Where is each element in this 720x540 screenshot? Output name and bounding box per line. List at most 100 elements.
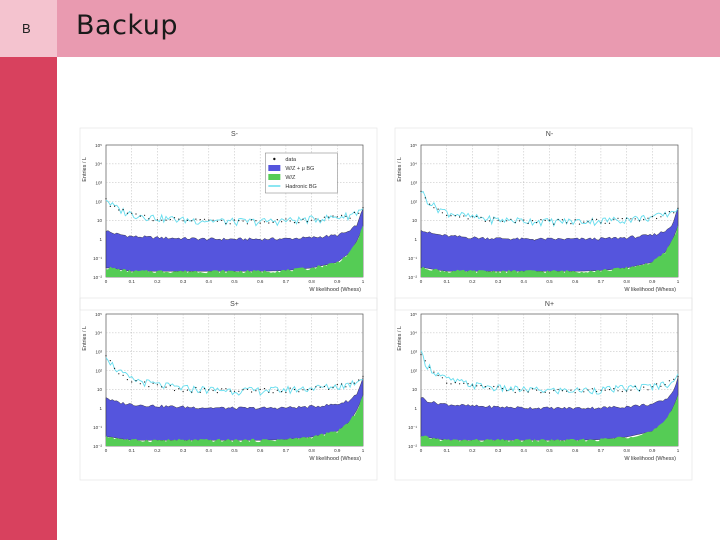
data-point <box>518 389 521 391</box>
data-point <box>302 389 304 391</box>
data-point <box>561 390 564 392</box>
x-tick-label: 0.2 <box>154 279 161 284</box>
y-tick-label: 10⁻² <box>93 275 102 280</box>
x-tick-label: 0.3 <box>180 279 187 284</box>
data-point <box>276 389 278 391</box>
data-point <box>225 223 227 225</box>
data-point <box>454 382 456 384</box>
y-tick-label: 10³ <box>95 350 102 355</box>
x-tick-label: 0.9 <box>334 279 341 284</box>
data-point <box>156 384 158 386</box>
data-point <box>332 386 334 388</box>
data-point <box>540 219 542 221</box>
y-tick-label: 10⁵ <box>95 312 102 317</box>
data-point <box>617 390 619 392</box>
data-point <box>156 219 158 221</box>
x-tick-label: 0.1 <box>444 448 451 453</box>
data-point <box>480 384 482 387</box>
x-axis-label: W likelihood (Whess) <box>309 287 361 293</box>
data-point <box>484 386 486 388</box>
data-point <box>191 220 193 222</box>
data-point <box>493 217 495 219</box>
data-point <box>221 219 223 221</box>
data-point <box>420 190 422 192</box>
slide-marker: B <box>22 21 31 36</box>
data-point <box>596 390 598 393</box>
data-point <box>673 212 675 214</box>
data-point <box>332 215 334 217</box>
series-wz-area <box>421 395 678 446</box>
data-point <box>600 222 602 224</box>
data-point <box>570 223 572 225</box>
legend-marker <box>268 165 281 171</box>
y-tick-label: 10⁻¹ <box>93 256 102 261</box>
data-point <box>583 391 585 393</box>
data-point <box>122 209 124 211</box>
x-tick-label: 0.3 <box>495 448 502 453</box>
y-axis-label: Entries / L <box>82 157 88 182</box>
chart-title: S+ <box>230 301 239 308</box>
data-point <box>557 219 559 221</box>
data-point <box>251 219 253 221</box>
data-point <box>358 379 360 381</box>
chart-panel-4: N+ 10⁻² 10⁻¹ 1 10 10² 10³ 10⁴ 10⁵ 0 0.1 0.2 0.3 0.4 0.… <box>394 297 693 481</box>
x-tick-label: 0.9 <box>649 448 656 453</box>
data-point <box>315 218 317 220</box>
data-point <box>144 214 146 216</box>
series-hadronic-bg-line <box>105 199 364 227</box>
legend-label: W/Z + μ BG <box>285 166 314 172</box>
series-hadronic-bg-line <box>105 357 364 396</box>
x-tick-label: 0 <box>105 279 108 284</box>
data-point <box>306 221 308 223</box>
data-point <box>553 389 555 392</box>
x-tick-label: 0.1 <box>444 279 451 284</box>
x-tick-label: 0 <box>420 448 423 453</box>
x-tick-label: 0.6 <box>572 448 579 453</box>
y-tick-label: 10⁻¹ <box>408 256 417 261</box>
data-point <box>660 216 662 218</box>
data-point <box>349 382 351 384</box>
data-point <box>336 216 338 218</box>
data-point <box>263 388 266 390</box>
x-tick-label: 0.7 <box>598 448 605 453</box>
data-point <box>531 388 534 390</box>
x-tick-label: 0.9 <box>334 448 341 453</box>
data-point <box>488 388 491 390</box>
data-point <box>212 389 214 392</box>
data-point <box>514 391 516 394</box>
data-point <box>437 208 439 210</box>
data-point <box>424 197 426 199</box>
data-point <box>566 222 568 224</box>
data-point <box>323 385 325 388</box>
data-point <box>437 374 439 377</box>
y-tick-label: 10⁵ <box>410 312 417 317</box>
data-point <box>302 218 304 220</box>
data-point <box>281 391 283 393</box>
x-axis-label: W likelihood (Whess) <box>309 456 361 462</box>
data-point <box>323 216 325 218</box>
data-point <box>480 216 482 218</box>
legend-marker <box>268 174 281 180</box>
y-tick-label: 10³ <box>95 181 102 186</box>
data-point <box>186 219 188 221</box>
x-axis-label: W likelihood (Whess) <box>624 456 676 462</box>
x-tick-label: 0.6 <box>257 279 264 284</box>
data-point <box>345 215 347 217</box>
data-point <box>144 381 146 383</box>
y-tick-label: 10⁴ <box>95 331 102 336</box>
data-point <box>501 387 503 390</box>
x-tick-label: 0.4 <box>521 448 528 453</box>
data-point <box>135 380 137 382</box>
legend-marker-data <box>273 157 276 161</box>
header-bar <box>0 0 720 57</box>
legend: data W/Z + μ BG W/Z Hadronic BG <box>265 152 338 194</box>
data-point <box>664 384 666 386</box>
data-point <box>647 389 649 391</box>
data-point <box>259 222 261 224</box>
data-point <box>105 198 107 200</box>
chart-title: N- <box>546 131 554 138</box>
data-point <box>578 223 581 225</box>
y-tick-label: 10⁴ <box>410 162 417 167</box>
data-point <box>152 382 154 384</box>
